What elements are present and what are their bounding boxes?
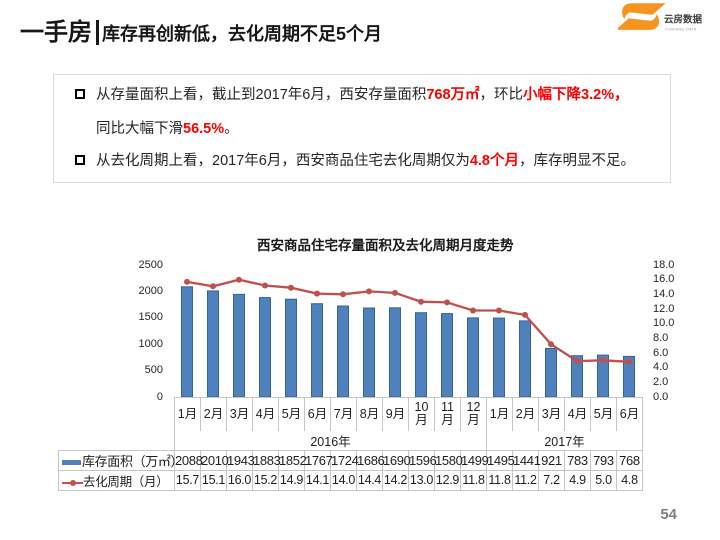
svg-text:YUNFANG DATA: YUNFANG DATA — [665, 28, 697, 32]
svg-text:云房数据: 云房数据 — [664, 14, 703, 26]
